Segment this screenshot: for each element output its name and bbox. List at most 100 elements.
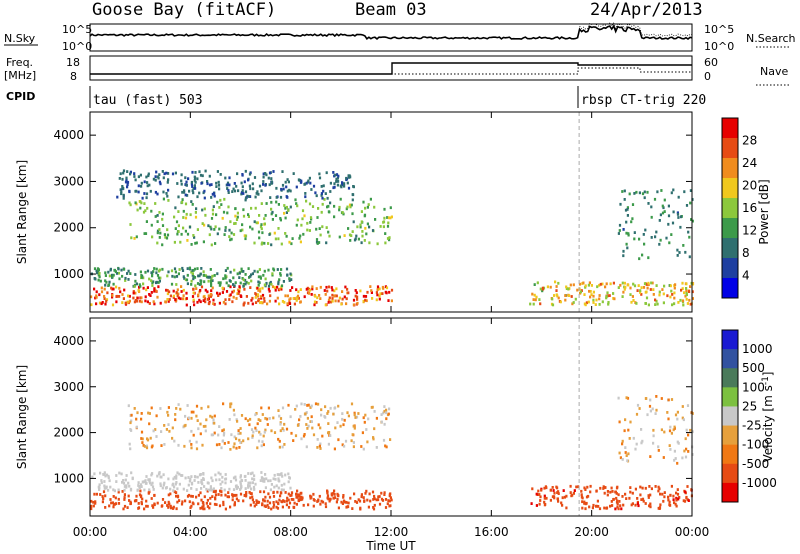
heatmap-cell (644, 302, 647, 305)
heatmap-cell (311, 287, 314, 291)
heatmap-cell (181, 297, 184, 301)
heatmap-cell (316, 242, 319, 245)
heatmap-cell (277, 282, 280, 286)
heatmap-cell (343, 444, 346, 448)
heatmap-cell (177, 443, 180, 447)
heatmap-cell (319, 502, 322, 506)
heatmap-cell (121, 490, 124, 493)
heatmap-cell (105, 299, 108, 303)
heatmap-cell (360, 210, 363, 213)
heatmap-cell (196, 419, 199, 422)
heatmap-cell (327, 442, 330, 446)
heatmap-cell (256, 422, 259, 426)
heatmap-cell (255, 221, 258, 225)
heatmap-cell (234, 214, 237, 218)
heatmap-cell (631, 502, 634, 506)
heatmap-cell (640, 498, 643, 501)
heatmap-cell (233, 189, 237, 193)
heatmap-cell (254, 482, 257, 486)
heatmap-cell (535, 492, 538, 496)
heatmap-cell (375, 416, 378, 420)
heatmap-cell (293, 501, 296, 505)
heatmap-cell (267, 268, 270, 272)
heatmap-cell (257, 230, 261, 234)
heatmap-cell (200, 487, 203, 490)
heatmap-cell (373, 497, 376, 501)
heatmap-cell (337, 174, 340, 178)
heatmap-cell (235, 484, 238, 488)
heatmap-cell (661, 204, 664, 208)
colorbar-tick-label: 1000 (742, 342, 773, 356)
heatmap-cell (658, 293, 661, 297)
heatmap-cell (207, 405, 210, 409)
heatmap-cell (219, 173, 222, 176)
heatmap-cell (234, 478, 238, 482)
heatmap-cell (368, 241, 371, 245)
heatmap-cell (360, 495, 363, 499)
heatmap-cell (617, 286, 620, 289)
heatmap-cell (156, 192, 159, 196)
heatmap-cell (210, 243, 213, 247)
heatmap-cell (196, 475, 199, 479)
heatmap-cell (689, 189, 692, 192)
heatmap-cell (180, 232, 183, 236)
heatmap-cell (275, 200, 278, 204)
heatmap-cell (176, 500, 179, 504)
heatmap-cell (212, 490, 215, 493)
heatmap-cell (270, 243, 273, 247)
heatmap-cell (100, 290, 104, 294)
heatmap-cell (232, 488, 236, 491)
heatmap-cell (256, 293, 260, 297)
heatmap-cell (627, 232, 630, 235)
heatmap-cell (235, 418, 238, 421)
heatmap-cell (679, 225, 682, 229)
heatmap-cell (104, 279, 107, 283)
heatmap-cell (321, 434, 324, 438)
heatmap-cell (585, 301, 588, 305)
heatmap-cell (534, 298, 537, 302)
heatmap-cell (194, 241, 197, 245)
heatmap-cell (646, 413, 649, 417)
heatmap-cell (142, 444, 145, 447)
heatmap-cell (627, 452, 630, 456)
heatmap-cell (95, 294, 98, 298)
heatmap-cell (142, 282, 145, 286)
heatmap-cell (379, 225, 382, 228)
heatmap-cell (375, 298, 378, 302)
heatmap-cell (161, 267, 164, 271)
heatmap-cell (311, 205, 315, 208)
heatmap-cell (168, 429, 171, 433)
heatmap-cell (333, 289, 336, 293)
heatmap-cell (569, 484, 572, 488)
heatmap-cell (615, 496, 618, 500)
heatmap-cell (277, 227, 280, 230)
heatmap-cell (211, 479, 214, 483)
heatmap-cell (192, 433, 195, 437)
heatmap-cell (242, 439, 245, 443)
heatmap-cell (173, 490, 176, 494)
heatmap-cell (241, 228, 244, 232)
heatmap-cell (268, 233, 271, 236)
heatmap-cell (539, 495, 542, 499)
heatmap-cell (172, 289, 175, 293)
heatmap-cell (277, 237, 280, 241)
heatmap-cell (330, 493, 334, 497)
heatmap-cell (265, 202, 268, 205)
heatmap-cell (334, 299, 337, 303)
power-cbar-label: Power [dB] (757, 179, 771, 244)
heatmap-cell (180, 182, 183, 186)
heatmap-cell (315, 287, 318, 290)
heatmap-cell (95, 295, 98, 299)
heatmap-cell (670, 431, 673, 435)
heatmap-cell (289, 189, 292, 193)
heatmap-cell (255, 499, 258, 503)
heatmap-cell (333, 182, 336, 186)
heatmap-cell (244, 169, 247, 173)
heatmap-cell (203, 280, 206, 284)
heatmap-cell (333, 215, 336, 219)
heatmap-cell (184, 176, 187, 180)
heatmap-cell (595, 298, 598, 302)
heatmap-cell (95, 269, 98, 273)
heatmap-cell (685, 428, 688, 432)
heatmap-cell (239, 482, 242, 486)
